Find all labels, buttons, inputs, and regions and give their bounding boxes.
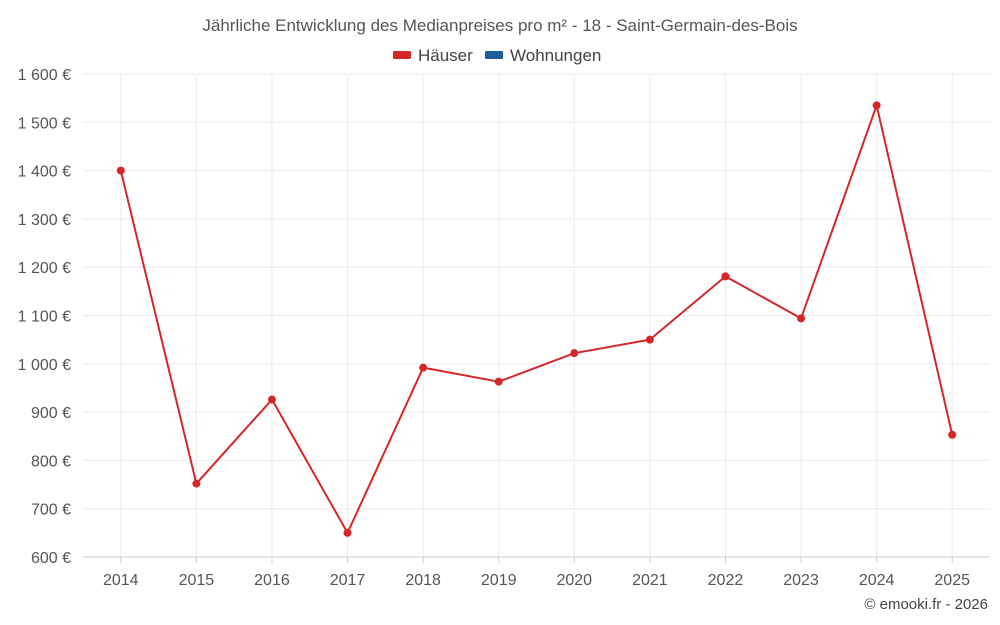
y-tick-label: 700 € <box>31 502 71 519</box>
grid <box>83 73 990 563</box>
series-line-haeuser <box>119 104 954 534</box>
y-tick-label: 1 200 € <box>18 260 71 277</box>
series-haeuser <box>116 101 957 537</box>
y-tick-label: 800 € <box>31 453 71 470</box>
x-tick-label: 2015 <box>179 572 215 589</box>
data-point-2016[interactable] <box>267 395 276 404</box>
y-tick-label: 1 400 € <box>18 164 71 181</box>
data-point-2018[interactable] <box>419 363 428 372</box>
legend: Häuser Wohnungen <box>393 46 601 65</box>
data-point-2023[interactable] <box>797 314 806 323</box>
legend-label-haeuser[interactable]: Häuser <box>418 46 473 65</box>
y-tick-label: 1 600 € <box>18 67 71 84</box>
x-tick-label: 2020 <box>556 572 592 589</box>
x-tick-label: 2019 <box>481 572 517 589</box>
y-axis-tick-labels: 600 € 700 € 800 € 900 € 1 000 € 1 100 € 1 200 … <box>18 67 71 567</box>
data-point-2025[interactable] <box>948 430 957 439</box>
legend-swatch-haeuser <box>393 51 411 59</box>
x-tick-label: 2018 <box>405 572 441 589</box>
data-point-2024[interactable] <box>872 101 881 110</box>
legend-swatch-wohnungen <box>485 51 503 59</box>
legend-label-wohnungen[interactable]: Wohnungen <box>510 46 601 65</box>
x-tick-label: 2025 <box>934 572 970 589</box>
x-tick-label: 2014 <box>103 572 139 589</box>
data-point-2021[interactable] <box>645 335 654 344</box>
data-point-2015[interactable] <box>192 479 201 488</box>
y-tick-label: 1 000 € <box>18 357 71 374</box>
x-tick-label: 2024 <box>859 572 895 589</box>
data-point-2022[interactable] <box>721 272 730 281</box>
y-tick-label: 1 500 € <box>18 115 71 132</box>
x-tick-label: 2022 <box>708 572 744 589</box>
data-point-2014[interactable] <box>116 166 125 175</box>
y-tick-label: 1 100 € <box>18 309 71 326</box>
y-tick-label: 600 € <box>31 550 71 567</box>
x-axis-tick-labels: 2014 2015 2016 2017 2018 2019 2020 2021 2022 2023… <box>103 572 970 589</box>
data-point-2020[interactable] <box>570 349 579 358</box>
y-tick-label: 1 300 € <box>18 212 71 229</box>
x-tick-label: 2023 <box>783 572 819 589</box>
x-tick-label: 2017 <box>330 572 366 589</box>
credit-text: © emooki.fr - 2026 <box>864 596 988 613</box>
data-point-2019[interactable] <box>494 377 503 386</box>
data-point-2017[interactable] <box>343 528 352 537</box>
x-tick-label: 2016 <box>254 572 290 589</box>
chart-title: Jährliche Entwicklung des Medianpreises … <box>202 16 797 35</box>
x-tick-label: 2021 <box>632 572 668 589</box>
y-tick-label: 900 € <box>31 405 71 422</box>
